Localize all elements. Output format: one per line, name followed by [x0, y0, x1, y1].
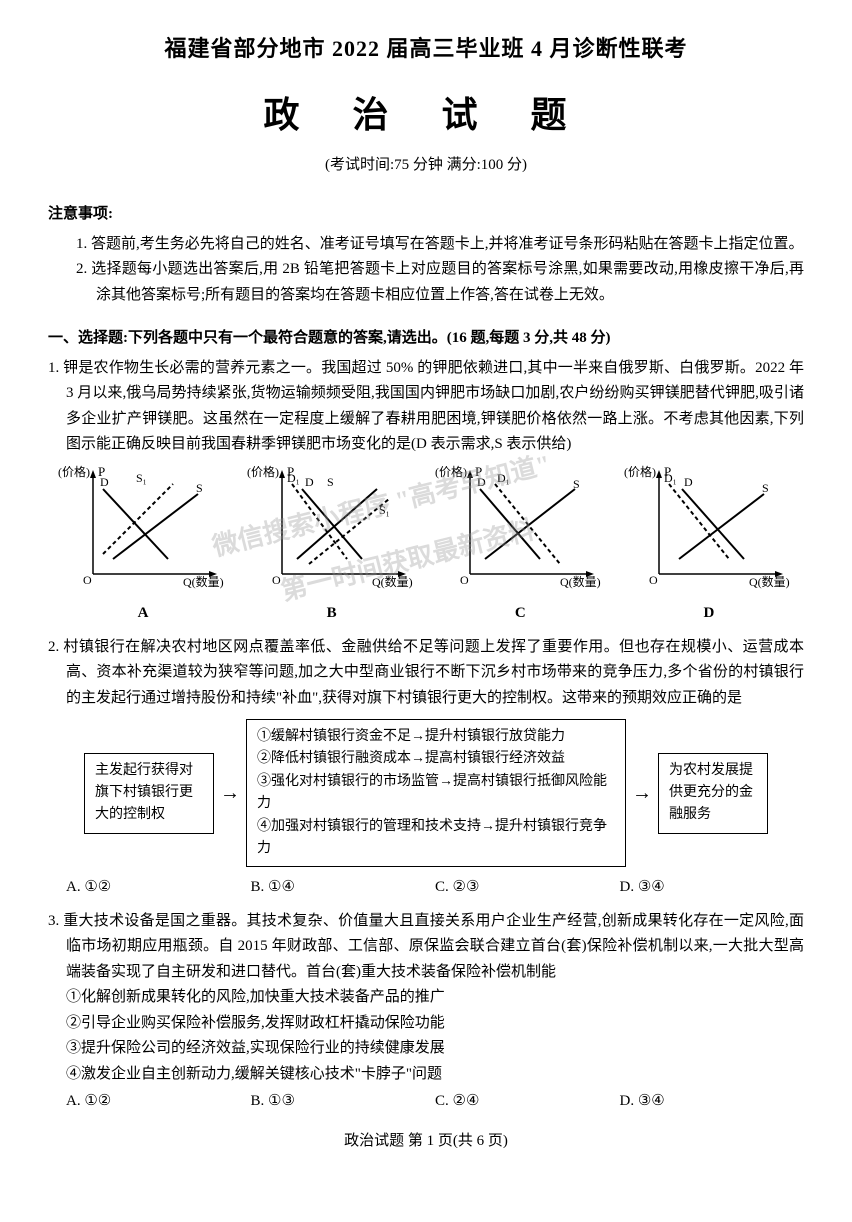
- q1-text: 1. 钾是农作物生长必需的营养元素之一。我国超过 50% 的钾肥依赖进口,其中一…: [48, 356, 804, 458]
- svg-text:Q(数量): Q(数量): [372, 574, 413, 589]
- svg-text:D: D: [305, 475, 314, 489]
- svg-text:Q(数量): Q(数量): [560, 574, 601, 589]
- svg-text:D: D: [100, 475, 109, 489]
- option-b: B. ①③: [251, 1089, 436, 1115]
- svg-text:D: D: [684, 475, 693, 489]
- svg-text:(价格): (价格): [624, 464, 656, 479]
- chart-d: (价格) P O Q(数量) D D₁ S D: [624, 464, 794, 627]
- chart-a: (价格) P O Q(数量) D S S₁ A: [58, 464, 228, 627]
- q3-sub-options: ①化解创新成果转化的风险,加快重大技术装备产品的推广 ②引导企业购买保险补偿服务…: [48, 985, 804, 1087]
- flow-mid-item: ④加强对村镇银行的管理和技术支持→提升村镇银行竞争力: [257, 816, 615, 861]
- svg-text:(价格): (价格): [435, 464, 467, 479]
- flow-mid-item: ①缓解村镇银行资金不足→提升村镇银行放贷能力: [257, 726, 615, 748]
- notice-list: 1. 答题前,考生务必先将自己的姓名、准考证号填写在答题卡上,并将准考证号条形码…: [76, 232, 804, 309]
- q3-sub-2: ②引导企业购买保险补偿服务,发挥财政杠杆撬动保险功能: [66, 1011, 804, 1037]
- flow-diagram: 主发起行获得对旗下村镇银行更大的控制权 → ①缓解村镇银行资金不足→提升村镇银行…: [48, 719, 804, 867]
- q3-text: 3. 重大技术设备是国之重器。其技术复杂、价值量大且直接关系用户企业生产经营,创…: [48, 909, 804, 986]
- question-2: 2. 村镇银行在解决农村地区网点覆盖率低、金融供给不足等问题上发挥了重要作用。但…: [48, 635, 804, 901]
- svg-text:O: O: [272, 573, 281, 587]
- chart-label-c: C: [435, 601, 605, 627]
- charts-row: 微信搜索小程序 "高考早知道" 第一时间获取最新资料 (价格) P O Q(数量…: [48, 464, 804, 627]
- svg-text:(价格): (价格): [247, 464, 279, 479]
- arrow-icon: →: [220, 776, 240, 810]
- exam-title: 福建省部分地市 2022 届高三毕业班 4 月诊断性联考: [48, 30, 804, 67]
- svg-text:(价格): (价格): [58, 464, 90, 479]
- flow-mid-item: ②降低村镇银行融资成本→提高村镇银行经济效益: [257, 748, 615, 770]
- svg-text:O: O: [83, 573, 92, 587]
- question-3: 3. 重大技术设备是国之重器。其技术复杂、价值量大且直接关系用户企业生产经营,创…: [48, 909, 804, 1115]
- svg-text:Q(数量): Q(数量): [749, 574, 790, 589]
- page-footer: 政治试题 第 1 页(共 6 页): [48, 1129, 804, 1155]
- svg-text:O: O: [649, 573, 658, 587]
- duration-info: (考试时间:75 分钟 满分:100 分): [48, 153, 804, 179]
- question-1: 1. 钾是农作物生长必需的营养元素之一。我国超过 50% 的钾肥依赖进口,其中一…: [48, 356, 804, 627]
- chart-b: (价格) P O Q(数量) D D₁ S S₁: [247, 464, 417, 627]
- svg-text:S₁: S₁: [136, 471, 147, 485]
- section-heading: 一、选择题:下列各题中只有一个最符合题意的答案,请选出。(16 题,每题 3 分…: [48, 326, 804, 352]
- flow-box-right: 为农村发展提供更充分的金融服务: [658, 753, 768, 834]
- chart-c: (价格) P O Q(数量) D D₁ S C: [435, 464, 605, 627]
- notice-heading: 注意事项:: [48, 202, 804, 228]
- q3-sub-4: ④激发企业自主创新动力,缓解关键核心技术"卡脖子"问题: [66, 1062, 804, 1088]
- svg-text:S: S: [327, 475, 334, 489]
- svg-text:Q(数量): Q(数量): [183, 574, 224, 589]
- arrow-icon: →: [632, 776, 652, 810]
- flow-mid-item: ③强化对村镇银行的市场监管→提高村镇银行抵御风险能力: [257, 771, 615, 816]
- notice-item: 2. 选择题每小题选出答案后,用 2B 铅笔把答题卡上对应题目的答案标号涂黑,如…: [76, 257, 804, 308]
- option-d: D. ③④: [620, 875, 805, 901]
- option-a: A. ①②: [66, 1089, 251, 1115]
- option-b: B. ①④: [251, 875, 436, 901]
- option-d: D. ③④: [620, 1089, 805, 1115]
- chart-label-b: B: [247, 601, 417, 627]
- svg-text:D₁: D₁: [287, 471, 300, 485]
- q3-options: A. ①② B. ①③ C. ②④ D. ③④: [48, 1089, 804, 1115]
- svg-text:D: D: [477, 475, 486, 489]
- option-c: C. ②④: [435, 1089, 620, 1115]
- svg-text:D₁: D₁: [497, 471, 510, 485]
- svg-text:S: S: [573, 477, 580, 491]
- chart-label-a: A: [58, 601, 228, 627]
- flow-box-mid: ①缓解村镇银行资金不足→提升村镇银行放贷能力 ②降低村镇银行融资成本→提高村镇银…: [246, 719, 626, 867]
- flow-box-left: 主发起行获得对旗下村镇银行更大的控制权: [84, 753, 214, 834]
- svg-text:D₁: D₁: [664, 471, 677, 485]
- q3-sub-1: ①化解创新成果转化的风险,加快重大技术装备产品的推广: [66, 985, 804, 1011]
- subject-title: 政 治 试 题: [48, 85, 804, 146]
- svg-text:S: S: [762, 481, 769, 495]
- notice-item: 1. 答题前,考生务必先将自己的姓名、准考证号填写在答题卡上,并将准考证号条形码…: [76, 232, 804, 258]
- option-c: C. ②③: [435, 875, 620, 901]
- option-a: A. ①②: [66, 875, 251, 901]
- q2-options: A. ①② B. ①④ C. ②③ D. ③④: [48, 875, 804, 901]
- q2-text: 2. 村镇银行在解决农村地区网点覆盖率低、金融供给不足等问题上发挥了重要作用。但…: [48, 635, 804, 712]
- q3-sub-3: ③提升保险公司的经济效益,实现保险行业的持续健康发展: [66, 1036, 804, 1062]
- svg-text:S: S: [196, 481, 203, 495]
- chart-label-d: D: [624, 601, 794, 627]
- svg-text:O: O: [460, 573, 469, 587]
- svg-text:S₁: S₁: [379, 503, 390, 517]
